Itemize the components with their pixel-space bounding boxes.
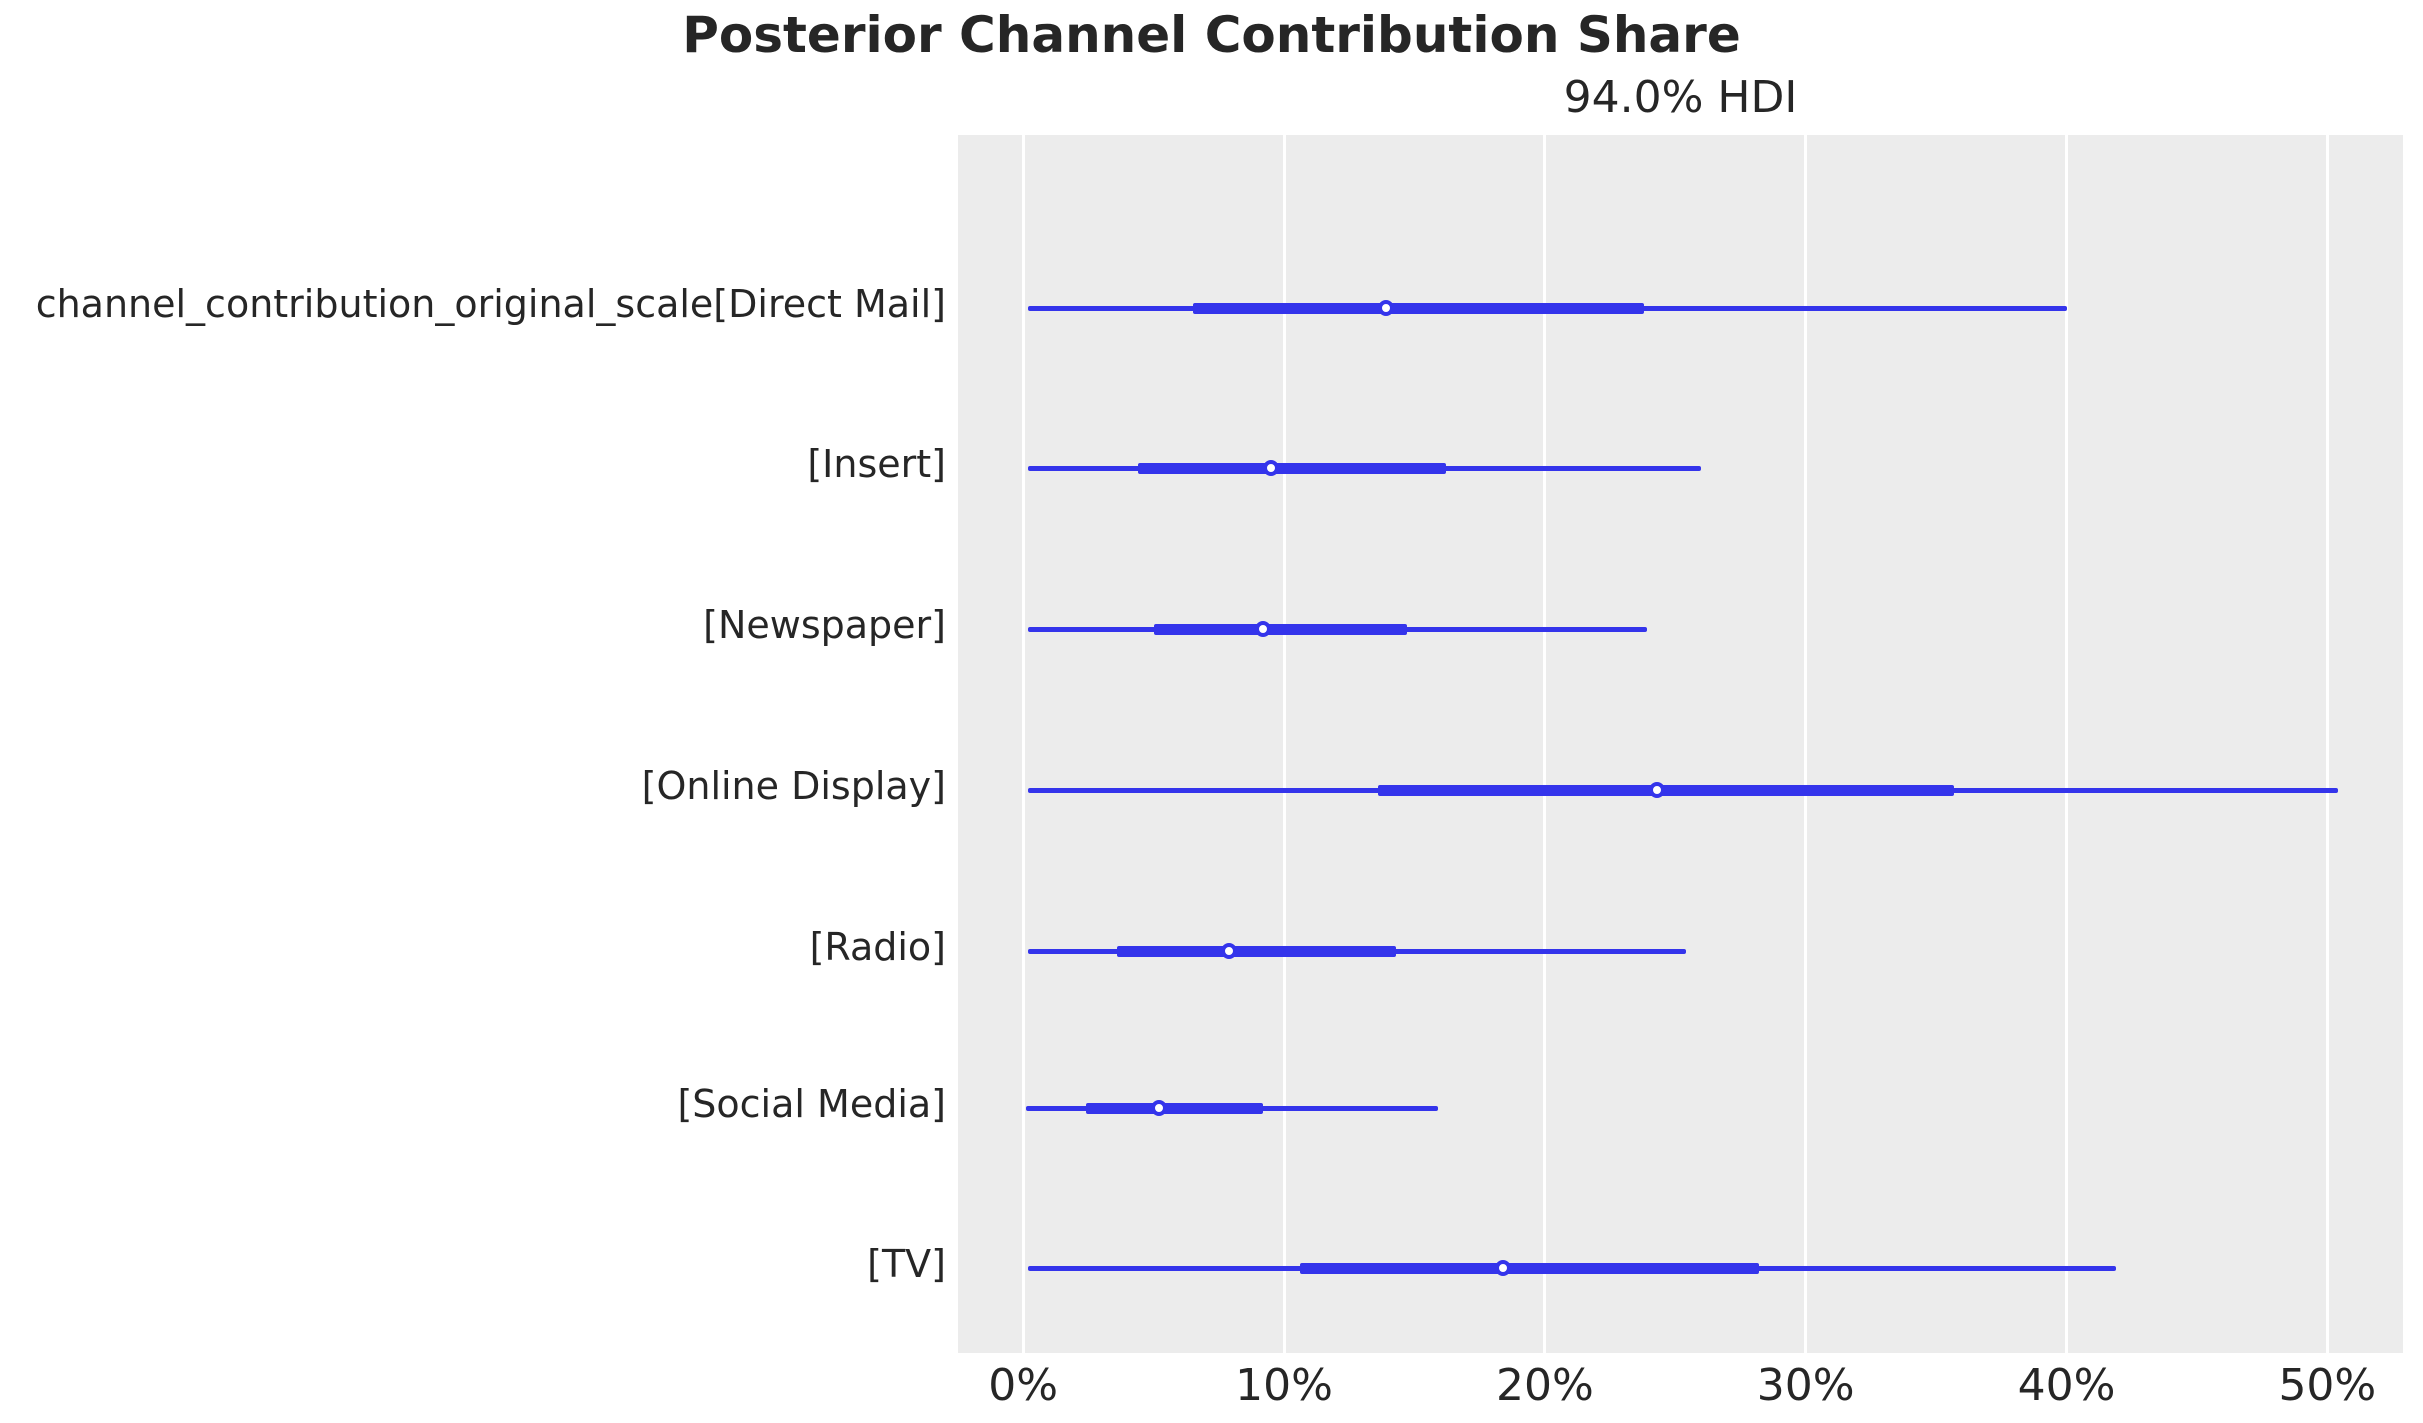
point-estimate-marker (1255, 621, 1272, 637)
y-tick-label: [TV] (867, 1242, 946, 1286)
y-tick-label: [Newspaper] (703, 603, 946, 647)
y-tick-label: [Radio] (809, 925, 946, 969)
point-estimate-marker (1649, 782, 1666, 798)
point-estimate-marker (1221, 943, 1238, 959)
x-tick-label: 10% (1235, 1360, 1333, 1411)
hdi-subtitle: 94.0% HDI (1563, 72, 1798, 123)
quartile-interval-line (1137, 462, 1446, 474)
gridline-50% (2325, 135, 2329, 1353)
point-estimate-marker (1377, 300, 1394, 316)
quartile-interval-line (1085, 1102, 1264, 1114)
y-tick-label: [Social Media] (677, 1082, 946, 1126)
gridline-20% (1543, 135, 1547, 1353)
point-estimate-marker (1262, 460, 1279, 476)
x-tick-label: 50% (2278, 1360, 2377, 1411)
quartile-interval-line (1117, 945, 1397, 957)
quartile-interval-line (1153, 623, 1407, 635)
quartile-interval-line (1377, 784, 1955, 796)
y-tick-label: [Online Display] (641, 764, 946, 808)
x-tick-label: 0% (988, 1360, 1059, 1411)
y-tick-label: [Insert] (807, 442, 946, 486)
point-estimate-marker (1150, 1100, 1167, 1116)
plot-area (958, 135, 2403, 1353)
x-tick-label: 30% (1756, 1360, 1855, 1411)
x-tick-label: 40% (2017, 1360, 2116, 1411)
quartile-interval-line (1299, 1262, 1759, 1274)
y-tick-label: channel_contribution_original_scale[Dire… (35, 282, 946, 326)
quartile-interval-line (1192, 302, 1644, 314)
point-estimate-marker (1495, 1260, 1512, 1276)
chart-title: Posterior Channel Contribution Share (682, 6, 1741, 64)
x-tick-label: 20% (1495, 1360, 1594, 1411)
gridline-0% (1021, 135, 1025, 1353)
gridline-30% (1804, 135, 1808, 1353)
gridline-10% (1282, 135, 1286, 1353)
gridline-40% (2065, 135, 2069, 1353)
